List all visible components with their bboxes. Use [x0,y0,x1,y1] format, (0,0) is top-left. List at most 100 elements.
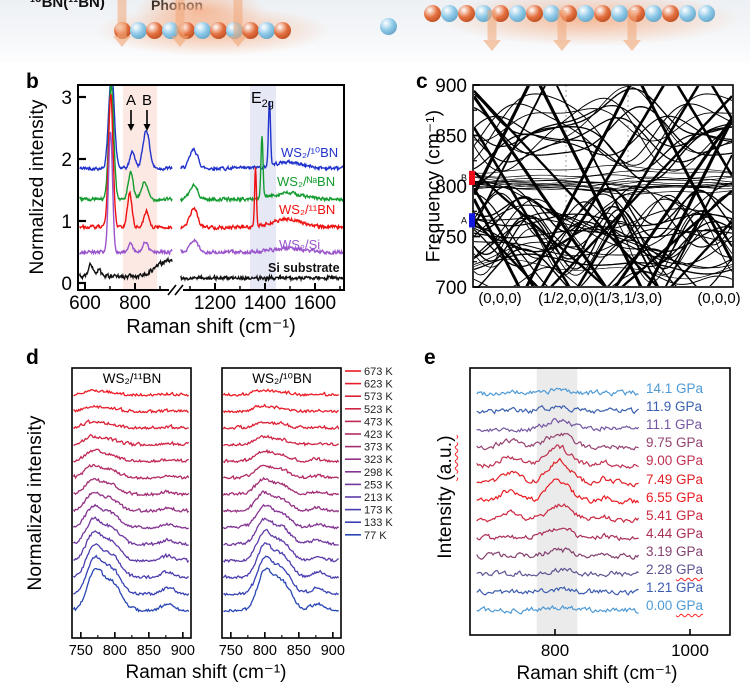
phonon-branch [474,86,732,286]
panel-e-ylabel: Intensity (a.u.) [435,435,457,559]
panel-b-frame [77,84,345,291]
pressure-curve [476,547,640,560]
pressure-curve [476,567,639,578]
series-label: WS₂/Si [279,237,320,252]
nitrogen-atom [576,4,594,22]
nitrogen-atom [257,21,275,39]
temperature-curve [73,530,190,564]
x-tick-label: 850 [137,643,161,659]
phonon-branch [474,103,732,164]
e2g-sub: 2g [261,98,274,110]
phonon-branch [474,117,732,163]
x-tick-label: 600 [69,293,101,314]
e2g-base: E [251,90,262,107]
legend-label: 133 K [364,517,393,529]
phonon-branch [474,241,732,269]
phonon-branch [474,106,732,156]
legend-label: 213 K [364,492,393,504]
pressure-label: 0.00 GPa [646,598,703,613]
phonon-branch [474,86,732,286]
pressure-value: 6.55 [646,489,677,505]
spectrum-curve [180,273,343,283]
temperature-curve [73,433,190,448]
panel-a-schematic: ¹⁰BN(¹¹BN) Phonon [0,0,750,62]
phonon-branch [474,208,732,270]
frequency-marker [469,170,475,185]
pressure-label: 9.00 GPa [646,453,703,468]
bn-isotope-label: ¹⁰BN(¹¹BN) [30,0,105,11]
y-tick-label: 900 [435,76,467,97]
nitrogen-atom [542,4,560,22]
boron-atom [559,4,577,22]
pressure-unit: GPa [676,598,704,614]
panel-e-ylabel-unit: (a.u.) [435,435,456,481]
boron-atom [457,4,475,22]
pressure-value: 9.75 [646,435,677,451]
pressure-curve [476,503,640,524]
spectrum-curve [179,136,343,204]
x-tick-label: 1200 [194,293,236,314]
phonon-branch [474,181,732,190]
y-tick-label: 3 [61,88,72,109]
boron-atom [423,4,441,22]
panel-d-frame [71,367,192,639]
boron-atom [525,4,543,22]
k-point-label: (0,0,0) [478,290,521,307]
temperature-curve [223,388,340,397]
phonon-branch [474,181,732,190]
phonon-branch [474,229,732,239]
axis-break [167,284,177,296]
series-label: WS₂/¹⁰BN [281,145,338,160]
nitrogen-atom [697,4,715,22]
phonon-branch [474,187,732,239]
phonon-branch [474,108,732,142]
nitrogen-atom [474,4,492,22]
pressure-curve [476,457,639,488]
panel-d-label: d [26,346,39,369]
pressure-value: 3.19 [646,543,677,559]
pressure-label: 14.1 GPa [646,381,703,396]
phonon-branch [474,191,732,253]
pressure-curve [476,444,639,469]
panel-d-frame [221,367,342,639]
series-label: Si substrate [268,261,340,275]
panel-e-ylabel-main: Intensity [435,480,456,559]
nitrogen-atom [225,21,243,39]
pressure-value: 11.1 [646,417,676,433]
phonon-branch [474,180,732,189]
boron-atom [241,21,259,39]
phonon-branch [474,95,732,286]
phonon-arrow-head [483,40,501,51]
phonon-branch [474,86,732,154]
series-label: WS₂/ᴺᵃBN [277,174,335,189]
y-tick-label: 1 [61,212,72,233]
phonon-branch [474,165,732,174]
pressure-unit: GPa [676,543,704,559]
boron-atom [113,21,131,39]
nitrogen-atom [440,4,458,22]
temperature-curve [73,543,189,580]
phonon-branch [474,266,732,286]
phonon-branch [474,86,732,286]
panel-b-label: b [26,70,39,93]
spectrum-curve [79,131,173,256]
pressure-curve [476,527,639,542]
nitrogen-atom [508,4,526,22]
temperature-curve [223,567,339,613]
pressure-unit: GPa [676,471,704,487]
pressure-value: 2.28 [646,562,677,577]
phonon-branch [474,181,732,250]
x-tick-label: 750 [69,643,93,659]
phonon-branch [474,188,732,226]
pressure-unit: GPa [675,399,703,415]
shaded-band [536,368,578,635]
pressure-label: 9.75 GPa [646,435,703,450]
annotation-arrowhead [127,124,135,131]
spectrum-curve [180,101,343,172]
phonon-branch [474,182,732,192]
pressure-curve [476,432,639,451]
temperature-curve [223,403,339,414]
